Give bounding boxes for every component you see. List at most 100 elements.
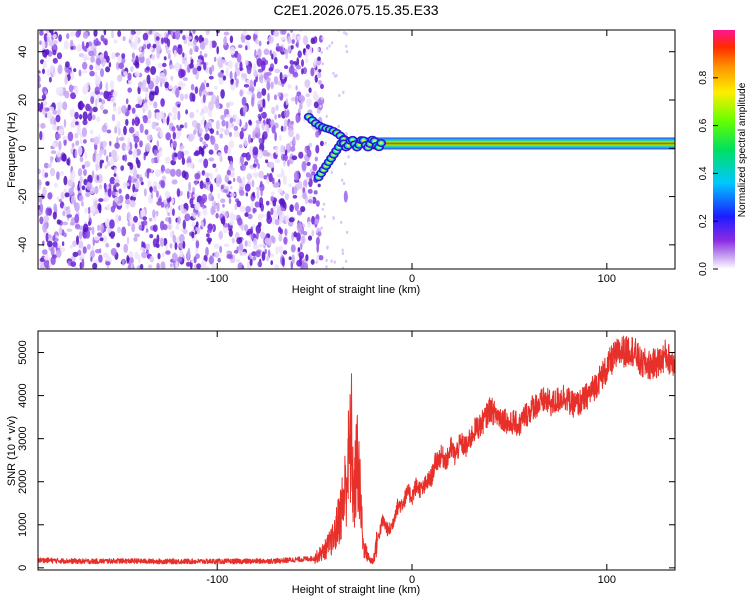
heatmap-cell: [179, 30, 183, 34]
heatmap-cell: [204, 172, 211, 177]
heatmap-cell: [189, 48, 193, 56]
heatmap-cell: [175, 168, 182, 177]
heatmap-cell: [164, 81, 169, 89]
heatmap-cell: [59, 171, 65, 176]
heatmap-cell: [242, 125, 246, 129]
heatmap-cell: [284, 193, 289, 201]
heatmap-cell: [193, 256, 197, 264]
heatmap-cell: [142, 216, 148, 221]
heatmap-cell: [228, 228, 233, 237]
heatmap-cell: [268, 161, 275, 169]
heatmap-cell: [82, 111, 88, 121]
heatmap-cell: [189, 92, 194, 102]
heatmap-cell: [308, 142, 313, 147]
heatmap-cell: [346, 230, 349, 234]
heatmap-cell: [152, 209, 156, 219]
heatmap-cell: [236, 237, 243, 245]
heatmap-cell: [93, 37, 99, 47]
heatmap-cell: [125, 193, 130, 201]
heatmap-cell: [121, 226, 127, 237]
heatmap-cell: [143, 102, 149, 112]
heatmap-cell: [317, 183, 321, 188]
colorbar-tick-label: 0.0: [698, 262, 709, 276]
heatmap-cell: [192, 30, 196, 35]
heatmap-cell: [321, 207, 324, 211]
heatmap-cell: [214, 143, 219, 151]
heatmap-cell: [148, 217, 153, 222]
heatmap-cell: [73, 68, 77, 73]
heatmap-cell: [78, 195, 84, 202]
heatmap-cell: [165, 250, 171, 255]
heatmap-cell: [342, 181, 346, 186]
heatmap-cell: [131, 107, 136, 114]
heatmap-cell: [270, 81, 274, 90]
heatmap-cell: [290, 244, 296, 253]
heatmap-cell: [293, 231, 298, 238]
heatmap-cell: [128, 150, 133, 155]
heatmap-cell: [114, 182, 120, 187]
heatmap-cell: [221, 59, 226, 64]
heatmap-cell: [206, 233, 210, 238]
heatmap-cell: [217, 72, 224, 78]
heatmap-cell: [244, 161, 249, 166]
heatmap-cell: [263, 48, 270, 56]
heatmap-noise-cells: [38, 30, 350, 269]
heatmap-cell: [42, 68, 45, 75]
convergence-blob-core: [357, 143, 361, 147]
heatmap-cell: [84, 56, 90, 61]
heatmap-cell: [294, 171, 299, 182]
heatmap-cell: [321, 36, 324, 40]
heatmap-cell: [298, 251, 305, 260]
heatmap-cell: [343, 31, 346, 35]
heatmap-cell: [198, 158, 203, 163]
heatmap-cell: [134, 251, 139, 260]
colorbar-tick-label: 0.6: [698, 118, 709, 132]
heatmap-cell: [277, 188, 284, 194]
heatmap-cell: [69, 108, 76, 118]
heatmap-cell: [188, 181, 192, 192]
heatmap-cell: [274, 218, 280, 226]
heatmap-cell: [172, 153, 175, 162]
heatmap-cell: [117, 120, 121, 129]
heatmap-cell: [189, 111, 195, 119]
heatmap-cell: [87, 206, 91, 214]
heatmap-cell: [160, 98, 165, 107]
heatmap-cell: [159, 129, 164, 138]
heatmap-cell: [225, 114, 232, 118]
heatmap-cell: [169, 231, 173, 238]
heatmap-cell: [214, 251, 220, 258]
heatmap-cell: [54, 182, 59, 188]
heatmap-cell: [47, 192, 53, 200]
heatmap-cell: [116, 154, 120, 161]
heatmap-cell: [243, 84, 250, 88]
heatmap-cell: [172, 114, 177, 121]
heatmap-cell: [278, 134, 282, 141]
heatmap-cell: [125, 204, 129, 209]
heatmap-cell: [149, 186, 153, 193]
heatmap-cell: [109, 80, 115, 90]
heatmap-cell: [296, 210, 303, 216]
heatmap-cell: [315, 260, 318, 264]
heatmap-cell: [258, 137, 263, 144]
heatmap-cell: [75, 121, 79, 126]
heatmap-cell: [239, 130, 244, 140]
heatmap-cell: [229, 117, 234, 124]
heatmap-cell: [296, 259, 302, 267]
heatmap-cell: [128, 175, 132, 185]
heatmap-cell: [270, 195, 275, 202]
heatmap-cell: [98, 98, 102, 103]
heatmap-cell: [257, 163, 261, 170]
heatmap-cell: [245, 205, 251, 213]
heatmap-cell: [152, 43, 157, 49]
convergence-blob-core: [379, 141, 383, 145]
heatmap-cell: [80, 103, 85, 108]
heatmap-cell: [170, 30, 174, 38]
heatmap-cell: [49, 167, 56, 177]
heatmap-cell: [250, 233, 254, 240]
heatmap-cell: [210, 135, 216, 145]
heatmap-cell: [209, 172, 214, 181]
heatmap-cell: [152, 91, 157, 96]
colorbar-tick-label: 0.4: [698, 166, 709, 180]
heatmap-cell: [89, 64, 94, 71]
heatmap-cell: [63, 138, 67, 146]
